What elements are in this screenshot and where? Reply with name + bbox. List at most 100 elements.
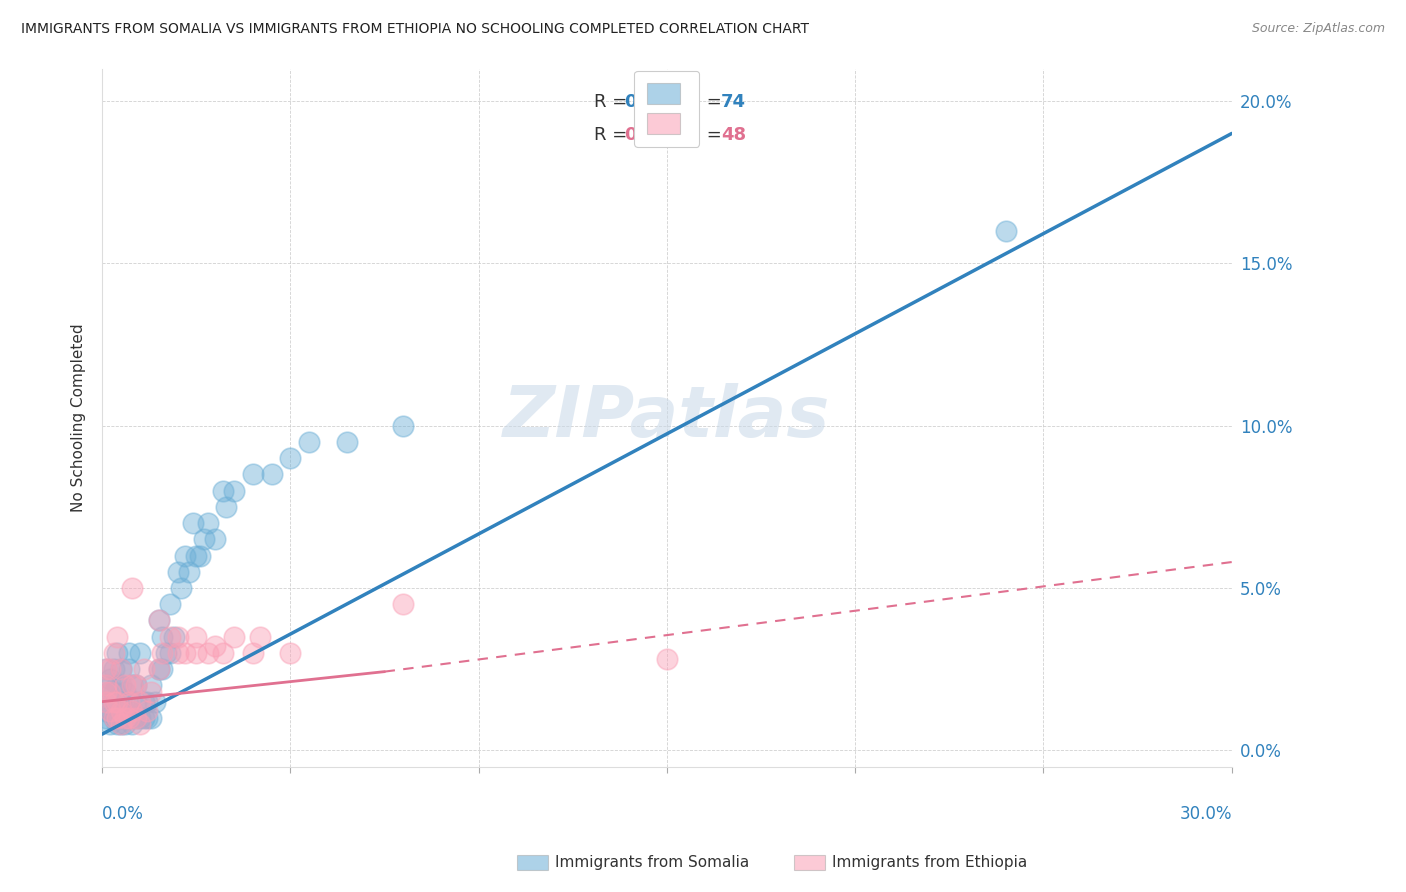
Point — [152, 662, 174, 676]
Point — [280, 646, 302, 660]
Point — [94, 695, 117, 709]
Point — [166, 630, 188, 644]
Point — [103, 646, 125, 660]
Point — [98, 705, 121, 719]
Legend: , : , — [634, 70, 699, 146]
Point — [215, 500, 238, 514]
Point — [159, 597, 181, 611]
Point — [148, 662, 170, 676]
Text: 30.0%: 30.0% — [1180, 805, 1232, 823]
Point — [655, 652, 678, 666]
Point — [94, 705, 117, 719]
Text: Source: ZipAtlas.com: Source: ZipAtlas.com — [1251, 22, 1385, 36]
Point — [125, 678, 148, 692]
Point — [125, 678, 148, 692]
Point — [143, 695, 166, 709]
Point — [166, 565, 188, 579]
Point — [94, 695, 117, 709]
Point — [103, 662, 125, 676]
Point — [121, 705, 143, 719]
Point — [242, 467, 264, 482]
Point — [98, 685, 121, 699]
Point — [105, 711, 128, 725]
Point — [103, 695, 125, 709]
Point — [141, 678, 163, 692]
Text: ZIPatlas: ZIPatlas — [503, 383, 831, 452]
Point — [98, 685, 121, 699]
Text: Immigrants from Ethiopia: Immigrants from Ethiopia — [832, 855, 1028, 870]
Point — [98, 662, 121, 676]
Text: 0.0%: 0.0% — [103, 805, 143, 823]
Point — [181, 516, 204, 530]
Point — [994, 224, 1017, 238]
Point — [94, 685, 117, 699]
Point — [136, 705, 159, 719]
Point — [117, 662, 139, 676]
Point — [174, 646, 197, 660]
Point — [242, 646, 264, 660]
Point — [103, 711, 125, 725]
Point — [132, 695, 155, 709]
Point — [105, 695, 128, 709]
Point — [114, 678, 136, 692]
Point — [94, 711, 117, 725]
Point — [188, 549, 211, 563]
Point — [103, 685, 125, 699]
Point — [166, 646, 188, 660]
Point — [121, 678, 143, 692]
Point — [155, 646, 177, 660]
Point — [114, 717, 136, 731]
Point — [103, 695, 125, 709]
Text: N =: N = — [676, 93, 727, 111]
Point — [336, 434, 359, 449]
Point — [128, 711, 150, 725]
Point — [98, 672, 121, 686]
Text: IMMIGRANTS FROM SOMALIA VS IMMIGRANTS FROM ETHIOPIA NO SCHOOLING COMPLETED CORRE: IMMIGRANTS FROM SOMALIA VS IMMIGRANTS FR… — [21, 22, 808, 37]
Point — [114, 685, 136, 699]
Point — [152, 646, 174, 660]
Point — [280, 451, 302, 466]
Text: Immigrants from Somalia: Immigrants from Somalia — [555, 855, 749, 870]
Point — [128, 717, 150, 731]
Point — [110, 705, 132, 719]
Point — [204, 640, 226, 654]
Text: 0.696: 0.696 — [624, 93, 681, 111]
Point — [141, 711, 163, 725]
Point — [98, 705, 121, 719]
Text: R =: R = — [593, 127, 633, 145]
Point — [222, 630, 245, 644]
Point — [197, 646, 219, 660]
Point — [114, 705, 136, 719]
Point — [186, 549, 208, 563]
Point — [117, 705, 139, 719]
Point — [105, 695, 128, 709]
Point — [121, 705, 143, 719]
Point — [110, 717, 132, 731]
Point — [98, 717, 121, 731]
Point — [94, 662, 117, 676]
Point — [193, 533, 215, 547]
Text: N =: N = — [676, 127, 727, 145]
Y-axis label: No Schooling Completed: No Schooling Completed — [72, 323, 86, 512]
Point — [94, 662, 117, 676]
Point — [170, 581, 193, 595]
Point — [103, 711, 125, 725]
Point — [121, 717, 143, 731]
Text: 0.154: 0.154 — [624, 127, 681, 145]
Point — [128, 695, 150, 709]
Point — [125, 695, 148, 709]
Point — [148, 662, 170, 676]
Point — [148, 614, 170, 628]
Point — [392, 418, 415, 433]
Point — [211, 483, 233, 498]
Point — [117, 646, 139, 660]
Point — [114, 711, 136, 725]
Point — [132, 662, 155, 676]
Point — [94, 678, 117, 692]
Point — [110, 695, 132, 709]
Point — [392, 597, 415, 611]
Point — [260, 467, 283, 482]
Point — [204, 533, 226, 547]
Point — [159, 630, 181, 644]
Text: 74: 74 — [721, 93, 747, 111]
